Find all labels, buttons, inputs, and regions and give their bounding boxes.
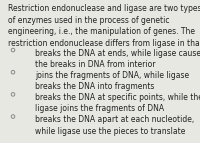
Text: breaks the DNA apart at each nucleotide,
while ligase use the pieces to translat: breaks the DNA apart at each nucleotide,…	[35, 115, 194, 136]
Text: Restriction endonuclease and ligase are two types
of enzymes used in the process: Restriction endonuclease and ligase are …	[8, 4, 200, 48]
Text: breaks the DNA at specific points, while the
ligase joins the fragments of DNA: breaks the DNA at specific points, while…	[35, 93, 200, 113]
Text: joins the fragments of DNA, while ligase
breaks the DNA into fragments: joins the fragments of DNA, while ligase…	[35, 71, 189, 91]
Text: breaks the DNA at ends, while ligase causes
the breaks in DNA from interior: breaks the DNA at ends, while ligase cau…	[35, 49, 200, 69]
